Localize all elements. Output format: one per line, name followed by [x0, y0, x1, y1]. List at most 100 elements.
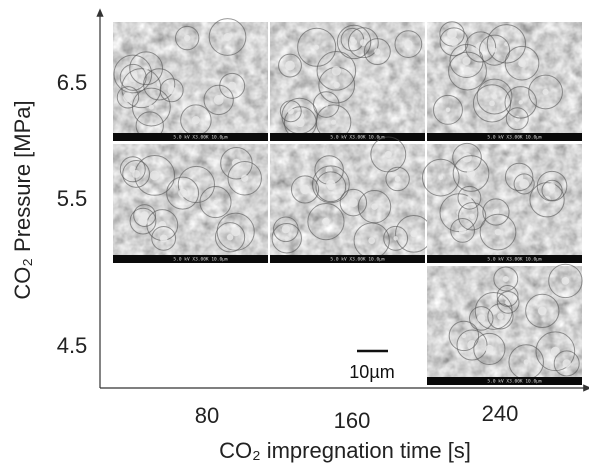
- grain-center: [519, 179, 530, 189]
- grain-center: [485, 344, 494, 354]
- grain: [131, 87, 171, 127]
- grain-center: [404, 39, 413, 49]
- grain-center: [463, 66, 472, 76]
- grain-center: [393, 236, 398, 241]
- grain-center: [285, 60, 295, 71]
- grain: [151, 225, 177, 251]
- grain-center: [159, 234, 168, 243]
- grain-center: [466, 169, 476, 178]
- caption-bar: [270, 255, 425, 263]
- grain: [297, 27, 337, 67]
- grain-center: [449, 37, 459, 47]
- grain: [271, 223, 302, 254]
- grain: [119, 63, 147, 91]
- grain: [394, 30, 423, 58]
- grain: [468, 306, 494, 331]
- grain-center: [489, 307, 498, 315]
- grain-center: [227, 81, 237, 91]
- grain: [456, 329, 488, 361]
- grain: [227, 161, 262, 196]
- grain-center: [550, 346, 560, 356]
- grain-center: [462, 56, 471, 66]
- grain-center: [384, 150, 392, 158]
- grain-center: [295, 118, 305, 128]
- grain: [119, 156, 146, 183]
- grain-center: [514, 172, 524, 182]
- image-texture: [270, 144, 425, 263]
- grain-center: [241, 174, 249, 182]
- grain: [504, 162, 534, 192]
- grain-center: [331, 66, 342, 76]
- grain: [421, 158, 460, 197]
- grain: [129, 207, 157, 235]
- grain: [363, 38, 391, 66]
- grain: [174, 25, 200, 51]
- grain: [166, 176, 200, 210]
- grain-center: [149, 170, 160, 181]
- grain: [525, 293, 560, 329]
- grain: [457, 185, 482, 210]
- caption-bar: [270, 133, 425, 141]
- grain: [113, 54, 153, 94]
- grain: [548, 263, 583, 299]
- grain: [383, 225, 409, 251]
- grain: [486, 24, 527, 64]
- grain: [479, 213, 517, 251]
- grain: [336, 24, 372, 60]
- grain: [496, 291, 520, 314]
- grain: [476, 78, 513, 115]
- image-caption: 5.0 kV X3.00K 10.0µm: [330, 257, 384, 263]
- grain: [473, 332, 506, 366]
- grain-center: [351, 39, 358, 45]
- grain: [457, 202, 487, 231]
- grain: [528, 74, 563, 110]
- caption-bar: [427, 255, 582, 263]
- grain: [133, 204, 157, 227]
- grain: [315, 171, 347, 203]
- grain: [439, 27, 469, 57]
- grain-center: [371, 203, 378, 210]
- grain-center: [374, 48, 381, 55]
- grain-center: [284, 236, 289, 241]
- grain: [529, 182, 565, 218]
- sem-image: 5.0 kV X3.00K 10.0µm: [427, 263, 583, 385]
- grain: [316, 51, 357, 91]
- grain-center: [497, 313, 504, 320]
- grain: [199, 186, 232, 219]
- image-texture: [270, 22, 425, 141]
- grain: [487, 303, 514, 330]
- grain-center: [447, 28, 457, 39]
- x-tick-label: 80: [195, 403, 219, 428]
- x-tick-label: 160: [334, 408, 371, 433]
- grain: [493, 266, 519, 292]
- grain: [203, 84, 234, 116]
- grain-center: [491, 93, 498, 100]
- grain: [465, 31, 497, 63]
- caption-bar: [113, 255, 268, 263]
- grain: [116, 86, 140, 109]
- grain-center: [445, 107, 451, 113]
- grain-center: [461, 333, 467, 339]
- grain-center: [184, 34, 191, 42]
- grain-center: [213, 199, 218, 205]
- image-caption: 5.0 kV X3.00K 10.0µm: [330, 135, 384, 141]
- grain-center: [438, 175, 444, 180]
- grain-center: [191, 116, 200, 125]
- grain-center: [348, 198, 358, 208]
- grain: [312, 91, 340, 118]
- grain-center: [148, 104, 154, 110]
- grain: [505, 107, 529, 131]
- caption-bar: [427, 133, 582, 141]
- x-axis-label: CO₂ impregnation time [s]: [219, 438, 471, 463]
- sem-image: 5.0 kV X3.00K 10.0µm: [270, 22, 425, 141]
- y-tick-label: 5.5: [57, 186, 88, 211]
- grain-center: [475, 42, 486, 52]
- grain: [219, 72, 246, 99]
- scale-bar-label: 10µm: [349, 362, 394, 382]
- grain: [448, 320, 480, 352]
- grain-center: [326, 179, 336, 190]
- grain-center: [523, 359, 529, 365]
- grain-center: [333, 81, 340, 89]
- grain: [339, 188, 368, 217]
- grain-center: [132, 170, 141, 178]
